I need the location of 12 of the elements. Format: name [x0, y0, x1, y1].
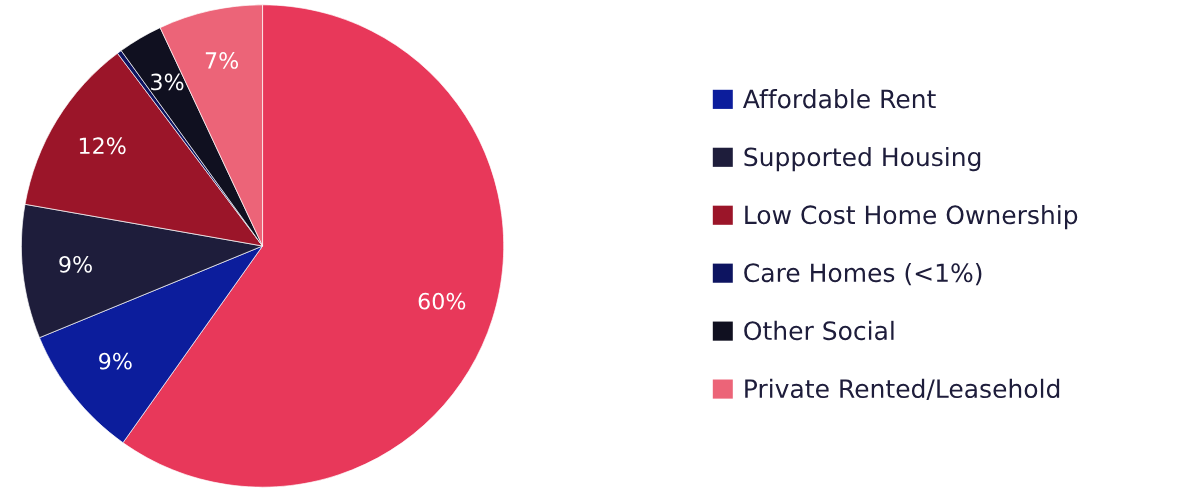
data-label: 60%: [418, 292, 466, 310]
data-label: 9%: [59, 255, 92, 273]
data-label: 12%: [79, 137, 126, 155]
data-label: 9%: [99, 352, 132, 370]
legend-label: Care Homes (<1%): [744, 262, 982, 286]
legend-label: Low Cost Home Ownership: [745, 204, 1078, 230]
data-label: 3%: [151, 73, 184, 91]
legend-label: Affordable Rent: [743, 89, 936, 109]
legend-label: Private Rented/Leasehold: [745, 378, 1060, 401]
legend-label: Supported Housing: [744, 146, 981, 172]
data-label: 7%: [205, 52, 239, 69]
legend-label: Other Social: [744, 320, 894, 341]
